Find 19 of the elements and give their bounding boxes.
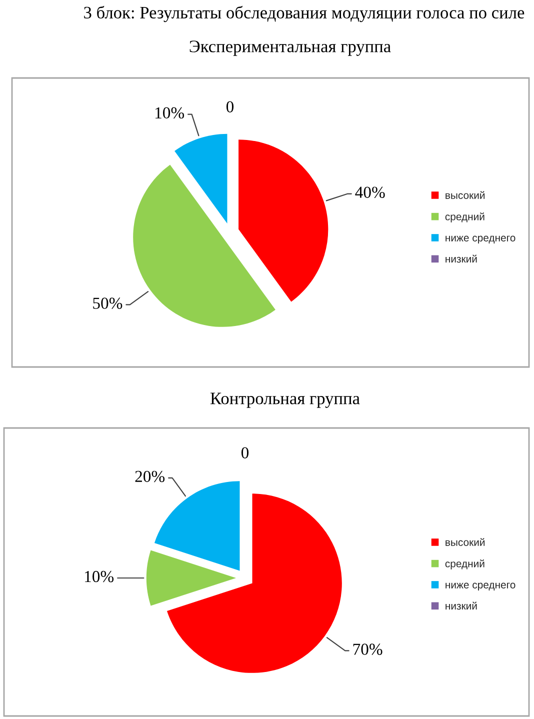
- legend-label: средний: [445, 559, 484, 570]
- chart-title: Контрольная группа: [210, 392, 360, 408]
- data-label: 40%: [355, 186, 385, 198]
- text: 0: [226, 101, 234, 112]
- legend-label: ниже среднего: [446, 582, 516, 591]
- legend-label: высокий: [446, 538, 485, 546]
- text: 0: [241, 447, 249, 458]
- data-label: 10%: [156, 107, 184, 119]
- legend-label: низкий: [446, 602, 477, 610]
- text: 3 блок: Результаты обследования модуляции голоса по силе: [84, 6, 524, 22]
- legend-label: средний: [445, 212, 484, 222]
- data-label: 10%: [85, 570, 114, 582]
- legend-label: низкий: [446, 254, 477, 263]
- data-label: 70%: [353, 644, 382, 655]
- data-label: 50%: [93, 298, 122, 309]
- data-label: 20%: [135, 470, 165, 482]
- legend-label: высокий: [446, 191, 485, 199]
- legend-label: ниже среднего: [446, 236, 516, 244]
- chart-title: Экспериментальная группа: [190, 40, 391, 56]
